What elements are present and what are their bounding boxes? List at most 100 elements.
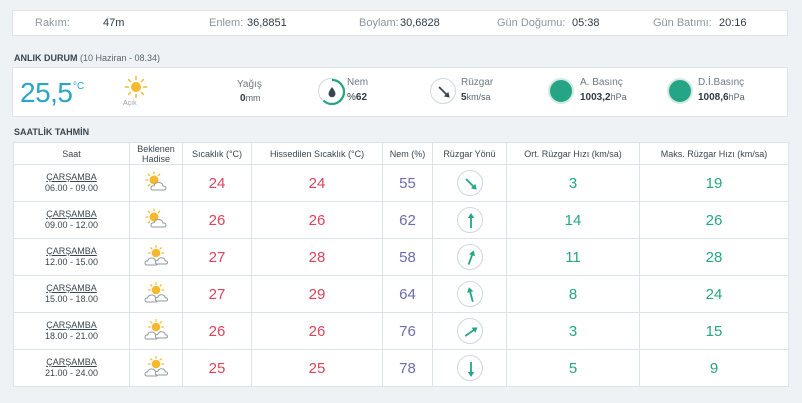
sea-pressure-number: 1008,6 [698, 92, 729, 103]
sea-pressure-icon [667, 78, 693, 104]
row-day: ÇARŞAMBA [46, 283, 97, 293]
pressure-icon [548, 78, 574, 104]
forecast-row: ÇARŞAMBA 06.00 - 09.00 24 24 55 3 19 [13, 164, 789, 202]
forecast-row: ÇARŞAMBA 15.00 - 18.00 27 29 64 8 24 [13, 275, 789, 313]
sunset-label: Gün Batımı: [653, 17, 712, 29]
row-time: 15.00 - 18.00 [44, 294, 99, 304]
header-wind-max: Maks. Rüzgar Hızı (km/sa) [639, 142, 789, 165]
header-wind-avg: Ort. Rüzgar Hızı (km/sa) [506, 142, 640, 165]
header-temp: Sıcaklık (°C) [182, 142, 252, 165]
rain-label: Yağış [237, 79, 262, 90]
current-subtitle: (10 Haziran - 08.34) [80, 53, 161, 63]
row-time-cell: ÇARŞAMBA 12.00 - 15.00 [13, 238, 130, 276]
row-wind-dir-cell [432, 201, 507, 239]
row-feels: 26 [251, 201, 383, 239]
row-humidity: 58 [382, 238, 433, 276]
row-wind-max: 26 [639, 201, 789, 239]
longitude-label: Boylam: [359, 17, 399, 29]
pressure-label: A. Basınç [580, 77, 623, 88]
row-event-cell [129, 275, 183, 313]
wind-arrow-icon [456, 244, 483, 270]
row-humidity: 78 [382, 349, 433, 387]
row-day: ÇARŞAMBA [46, 357, 97, 367]
humidity-label: Nem [347, 77, 369, 88]
humidity-icon [318, 78, 346, 106]
rain-value-number: 0 [240, 93, 246, 104]
header-time: Saat [13, 142, 130, 165]
sun-clouds-icon [143, 355, 169, 381]
sun-clouds-icon [143, 318, 169, 344]
row-wind-avg: 11 [506, 238, 640, 276]
row-feels: 29 [251, 275, 383, 313]
humidity-prefix: % [347, 92, 356, 103]
row-wind-dir-cell [432, 238, 507, 276]
row-wind-max: 9 [639, 349, 789, 387]
row-wind-dir-cell [432, 312, 507, 350]
row-wind-avg: 14 [506, 201, 640, 239]
forecast-row: ÇARŞAMBA 09.00 - 12.00 26 26 62 14 26 [13, 201, 789, 239]
current-temp-unit: °C [73, 81, 85, 92]
row-humidity: 55 [382, 164, 433, 202]
row-wind-avg: 5 [506, 349, 640, 387]
header-event: Beklenen Hadise [129, 142, 183, 165]
row-event-cell [129, 312, 183, 350]
row-time: 21.00 - 24.00 [44, 368, 99, 378]
wind-arrow-icon [456, 355, 483, 381]
row-humidity: 64 [382, 275, 433, 313]
sun-clouds-icon [143, 281, 169, 307]
row-temp: 26 [182, 201, 252, 239]
row-temp: 27 [182, 275, 252, 313]
row-day: ÇARŞAMBA [46, 246, 97, 256]
current-title: ANLIK DURUM (10 Haziran - 08.34) [14, 53, 160, 63]
row-humidity: 76 [382, 312, 433, 350]
latitude-label: Enlem: [209, 17, 244, 29]
wind-number: 5 [461, 92, 467, 103]
row-event-cell [129, 164, 183, 202]
row-feels: 26 [251, 312, 383, 350]
sea-pressure-unit: hPa [728, 92, 745, 102]
row-event-cell [129, 349, 183, 387]
rain-value: 0mm [240, 93, 261, 104]
row-time: 09.00 - 12.00 [44, 220, 99, 230]
wind-arrow-icon [456, 281, 483, 307]
forecast-row: ÇARŞAMBA 18.00 - 21.00 26 26 76 3 15 [13, 312, 789, 350]
wind-unit: km/sa [466, 92, 491, 102]
current-title-text: ANLIK DURUM [14, 53, 78, 63]
row-wind-dir-cell [432, 164, 507, 202]
sea-pressure-value: 1008,6hPa [698, 92, 745, 103]
sun-clouds-icon [143, 244, 169, 270]
hourly-forecast-table: Saat Beklenen Hadise Sıcaklık (°C) Hisse… [13, 142, 789, 387]
row-wind-max: 19 [639, 164, 789, 202]
row-day: ÇARŞAMBA [46, 320, 97, 330]
wind-arrow-icon [456, 170, 483, 196]
row-wind-max: 15 [639, 312, 789, 350]
header-humidity: Nem (%) [382, 142, 433, 165]
row-day: ÇARŞAMBA [46, 209, 97, 219]
wind-value: 5km/sa [461, 92, 491, 103]
pressure-number: 1003,2 [580, 92, 611, 103]
row-temp: 25 [182, 349, 252, 387]
latitude-value: 36,8851 [247, 17, 287, 29]
current-panel: 25,5 °C Açık Yağış 0mm Nem %62 [12, 67, 788, 117]
forecast-row: ÇARŞAMBA 21.00 - 24.00 25 25 78 5 9 [13, 349, 789, 387]
header-feels: Hissedilen Sıcaklık (°C) [251, 142, 383, 165]
row-wind-max: 24 [639, 275, 789, 313]
table-header-row: Saat Beklenen Hadise Sıcaklık (°C) Hisse… [13, 142, 789, 165]
row-humidity: 62 [382, 201, 433, 239]
humidity-value: %62 [347, 92, 367, 103]
row-feels: 28 [251, 238, 383, 276]
wind-direction-icon [430, 78, 456, 104]
sea-pressure-label: D.İ.Basınç [698, 77, 745, 88]
row-wind-avg: 3 [506, 312, 640, 350]
row-time: 18.00 - 21.00 [44, 331, 99, 341]
row-wind-dir-cell [432, 275, 507, 313]
pressure-unit: hPa [610, 92, 627, 102]
forecast-row: ÇARŞAMBA 12.00 - 15.00 27 28 58 11 28 [13, 238, 789, 276]
row-time: 06.00 - 09.00 [44, 183, 99, 193]
wind-arrow-icon [456, 207, 483, 233]
sunrise-value: 05:38 [572, 17, 600, 29]
humidity-number: 62 [355, 92, 368, 103]
row-time-cell: ÇARŞAMBA 09.00 - 12.00 [13, 201, 130, 239]
row-wind-avg: 8 [506, 275, 640, 313]
sunset-value: 20:16 [719, 17, 747, 29]
